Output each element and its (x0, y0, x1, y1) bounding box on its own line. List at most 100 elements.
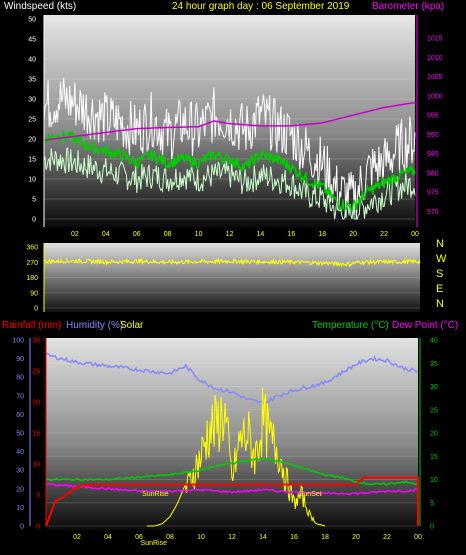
compass-s: S (436, 268, 444, 280)
time-tick-label: 06 (133, 231, 141, 238)
wind-tick-label: 5 (32, 197, 36, 204)
humidity-tick-label: 40 (16, 449, 24, 456)
time-tick-label: 12 (226, 231, 234, 238)
wind-tick-label: 45 (28, 37, 36, 44)
direction-tick-label: 180 (26, 275, 38, 282)
series-average (43, 130, 416, 212)
temperature-tick-label: 5 (430, 500, 434, 507)
time-tick-label: 10 (195, 231, 203, 238)
humidity-tick-label: 60 (16, 412, 24, 419)
time-tick-label: 14 (259, 534, 267, 541)
direction-tick-label: 360 (26, 245, 38, 252)
barometer-tick-label: 1010 (427, 55, 443, 62)
time-tick-label: 22 (380, 231, 388, 238)
barometer-tick-label: 970 (427, 209, 439, 216)
humidity-tick-label: 20 (16, 486, 24, 493)
direction-chart: 0 90 180 270 360 (26, 243, 421, 313)
humidity-tick-label: 0 (20, 524, 24, 531)
rainfall-tick-label: 0 (36, 524, 40, 531)
time-tick-label: 22 (383, 534, 391, 541)
rainfall-tick-label: 25 (32, 369, 40, 376)
wind-tick-label: 30 (28, 97, 36, 104)
compass-n-bottom: N (436, 298, 444, 310)
wind-tick-label: 20 (28, 137, 36, 144)
barometer-tick-label: 1005 (427, 74, 443, 81)
time-tick-label: 18 (321, 534, 329, 541)
barometer-tick-label: 995 (427, 113, 439, 120)
rainfall-tick-label: 10 (32, 462, 40, 469)
humidity-tick-label: 90 (16, 356, 24, 363)
wind-tick-label: 40 (28, 57, 36, 64)
time-tick-label: 08 (166, 534, 174, 541)
temperature-tick-label: 15 (430, 454, 438, 461)
rainfall-tick-label: 5 (36, 493, 40, 500)
wind-tick-label: 15 (28, 157, 36, 164)
series-direction (43, 257, 421, 268)
direction-tick-label: 90 (30, 290, 38, 297)
humidity-tick-label: 70 (16, 393, 24, 400)
temperature-tick-label: 35 (430, 361, 438, 368)
temperature-tick-label: 20 (430, 431, 438, 438)
compass-n-top: N (436, 238, 444, 250)
direction-plot-area (44, 243, 420, 312)
time-tick-label: 00 (414, 534, 422, 541)
time-tick-label: 02 (73, 534, 81, 541)
barometer-tick-label: 975 (427, 190, 439, 197)
series-dewpoint (45, 483, 419, 496)
time-tick-label: 20 (352, 534, 360, 541)
compass-e: E (436, 283, 444, 295)
temperature-tick-label: 30 (430, 384, 438, 391)
series-rainfall (45, 476, 419, 527)
wind-tick-label: 10 (28, 177, 36, 184)
barometer-tick-label: 985 (427, 151, 439, 158)
humidity-tick-label: 100 (12, 338, 24, 345)
temperature-tick-label: 25 (430, 407, 438, 414)
barometer-tick-label: 980 (427, 170, 439, 177)
dewpoint-label: Dew Point (°C) (392, 320, 459, 331)
temperature-tick-label: 0 (430, 524, 434, 531)
time-tick-label: 14 (257, 231, 265, 238)
series-gust (43, 78, 416, 220)
rainfall-label: Rainfall (mm) (2, 320, 62, 331)
time-tick-label: 02 (71, 231, 79, 238)
humidity-tick-label: 30 (16, 468, 24, 475)
barometer-label: Barometer (kpa) (372, 1, 445, 12)
humidity-tick-label: 10 (16, 505, 24, 512)
time-tick-label: 08 (164, 231, 172, 238)
windspeed-label: Windspeed (kts) (4, 1, 77, 12)
temp-plot-area (46, 338, 418, 530)
humidity-tick-label: 50 (16, 431, 24, 438)
time-tick-label: 16 (290, 534, 298, 541)
time-tick-label: 00 (411, 231, 419, 238)
time-tick-label: 12 (228, 534, 236, 541)
time-tick-label: 04 (102, 231, 110, 238)
wind-tick-label: 35 (28, 77, 36, 84)
wind-tick-label: 25 (28, 117, 36, 124)
sunrise-label: SunRise (142, 491, 169, 498)
time-tick-label: 18 (318, 231, 326, 238)
temperature-tick-label: 10 (430, 477, 438, 484)
sunset-label: SunSet (299, 491, 322, 498)
barometer-tick-label: 990 (427, 132, 439, 139)
wind-chart: 0 5 10 15 20 25 30 35 40 45 50 970 975 980 985 990 995 10… (28, 15, 443, 238)
series-solar (146, 387, 326, 527)
direction-tick-label: 0 (34, 306, 38, 313)
rainfall-tick-label: 20 (32, 400, 40, 407)
rainfall-tick-label: 30 (32, 338, 40, 345)
wind-tick-label: 50 (28, 17, 36, 24)
time-tick-label: 04 (104, 534, 112, 541)
temperature-tick-label: 40 (430, 338, 438, 345)
series-temperature (45, 457, 419, 486)
time-tick-label: 06 (135, 534, 143, 541)
rainfall-tick-label: 15 (32, 431, 40, 438)
time-tick-label: 20 (349, 231, 357, 238)
humidity-label: Humidity (%) (66, 320, 124, 331)
chart-title: 24 hour graph day : 06 September 2019 (172, 1, 350, 12)
series-barometer (43, 101, 416, 141)
series-humidity (45, 352, 419, 406)
sunrise-axis-label: SunRise (141, 540, 168, 547)
solar-label: Solar (120, 320, 144, 331)
wind-tick-label: 0 (32, 217, 36, 224)
barometer-tick-label: 1000 (427, 93, 443, 100)
